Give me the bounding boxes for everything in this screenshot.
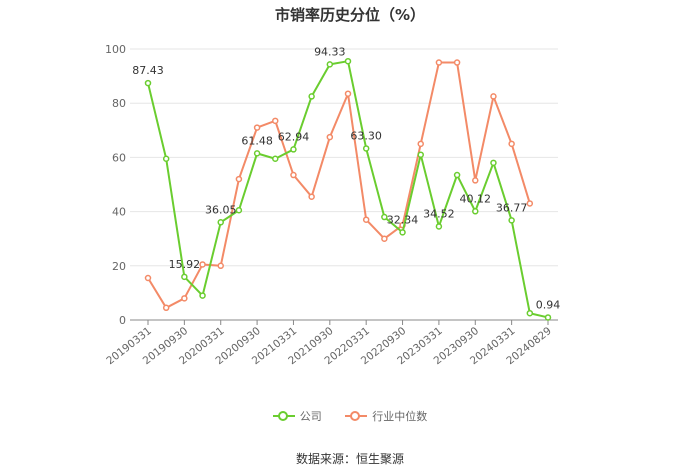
data-label: 36.05 xyxy=(205,203,237,216)
series-company-point xyxy=(144,79,152,87)
legend-item-industry[interactable]: 行业中位数 xyxy=(345,408,427,424)
series-company-point xyxy=(544,314,552,321)
data-label: 63.30 xyxy=(350,129,382,142)
series-industry-point xyxy=(362,216,370,223)
series-company-point xyxy=(290,146,297,153)
data-label: 62.94 xyxy=(278,130,310,143)
line-chart: 0204060801002019033120190930202003312020… xyxy=(104,43,560,367)
series-company-point xyxy=(508,217,515,224)
series-company-point xyxy=(253,150,261,157)
series-company-point xyxy=(472,208,479,215)
series-company-point xyxy=(526,309,534,317)
data-label: 87.43 xyxy=(132,64,164,77)
data-label: 32.34 xyxy=(387,213,419,226)
series-company-point xyxy=(308,93,315,100)
series-company-point xyxy=(381,213,388,221)
series-industry-point xyxy=(526,200,534,207)
series-company-point xyxy=(326,61,334,68)
legend-company-label: 公司 xyxy=(299,410,322,423)
series-industry-point xyxy=(144,274,152,282)
series-company-point xyxy=(199,292,206,299)
data-label: 61.48 xyxy=(241,134,273,147)
series-industry-point xyxy=(199,261,206,268)
series-industry-point xyxy=(181,295,188,302)
y-tick-label: 80 xyxy=(112,97,126,110)
series-industry-point xyxy=(326,133,334,141)
legend: 公司 行业中位数 xyxy=(0,408,700,424)
legend-industry-label: 行业中位数 xyxy=(372,410,428,423)
series-industry-point xyxy=(381,235,388,242)
series-industry-point xyxy=(162,304,170,312)
series-industry-point xyxy=(235,175,243,183)
series-industry-point xyxy=(508,140,515,148)
series-company-point xyxy=(162,155,170,163)
series-industry-point xyxy=(272,117,279,125)
series-industry-line xyxy=(147,61,531,309)
series-industry-point xyxy=(472,177,479,184)
series-company-point xyxy=(453,171,461,179)
series-industry-point xyxy=(417,140,424,148)
series-company-point xyxy=(490,159,497,167)
grid-layer xyxy=(130,48,558,267)
data-label: 40.12 xyxy=(460,192,492,205)
series-company-point xyxy=(417,151,424,158)
series-industry-point xyxy=(290,171,297,179)
series-industry-point xyxy=(344,90,352,97)
series-company-point xyxy=(344,57,352,65)
series-industry-point xyxy=(253,124,261,131)
series-company-point xyxy=(362,145,370,152)
data-label: 94.33 xyxy=(314,45,346,58)
legend-company-marker xyxy=(272,411,295,421)
series-industry-point xyxy=(453,59,461,66)
series-company-point xyxy=(235,206,243,214)
series-company-point xyxy=(181,273,188,281)
data-label-layer: 87.43 15.92 36.05 61.48 62.94 94.33 63.30 32.34… xyxy=(132,45,560,311)
series-company-point xyxy=(435,223,443,230)
series-layer xyxy=(144,57,552,321)
data-label: 15.92 xyxy=(169,258,201,271)
y-tick-label: 100 xyxy=(105,43,126,56)
series-company-point xyxy=(399,229,406,236)
y-tick-label: 20 xyxy=(112,260,126,273)
y-tick-label: 40 xyxy=(112,206,126,219)
data-label: 0.94 xyxy=(536,298,561,311)
y-tick-label: 60 xyxy=(112,151,126,164)
legend-industry-marker xyxy=(345,411,368,421)
series-company-point xyxy=(272,155,279,163)
data-label: 34.52 xyxy=(423,207,455,220)
legend-item-company[interactable]: 公司 xyxy=(272,408,322,424)
series-industry-point xyxy=(308,193,315,200)
series-company-point xyxy=(217,219,224,226)
data-label: 36.77 xyxy=(496,201,528,214)
chart-title: 市销率历史分位（%） xyxy=(274,6,426,24)
series-industry-point xyxy=(490,93,497,100)
series-industry-point xyxy=(435,59,443,66)
series-industry-point xyxy=(217,262,224,270)
y-tick-label: 0 xyxy=(119,314,126,327)
data-source: 数据来源：恒生聚源 xyxy=(295,452,404,466)
